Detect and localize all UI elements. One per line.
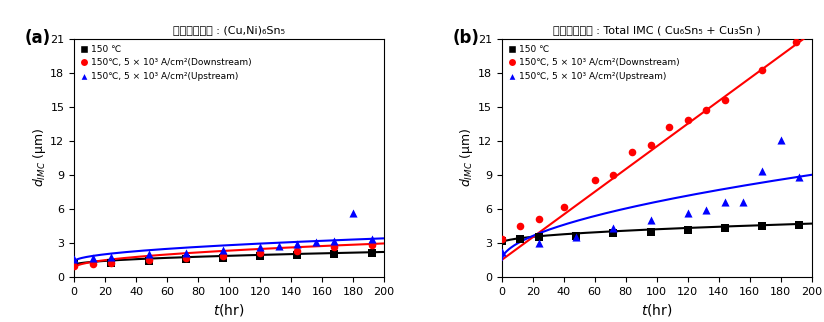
Point [291,248,304,253]
Point [217,248,230,253]
Point [87,262,100,267]
Point [719,225,732,231]
Point [291,242,304,247]
Point [272,243,285,248]
Point [328,251,341,256]
Point [532,240,545,245]
Point [681,211,695,216]
Point [179,256,192,261]
Point [514,223,527,228]
Point [681,227,695,232]
Point [365,237,378,242]
Legend: 150 ℃, 150℃, 5 × 10³ A/cm²(Downstream), 150℃, 5 × 10³ A/cm²(Upstream): 150 ℃, 150℃, 5 × 10³ A/cm²(Downstream), … [506,43,681,83]
Point [756,224,769,229]
Y-axis label: $d_{IMC}$ (μm): $d_{IMC}$ (μm) [30,128,48,187]
Point [309,240,322,245]
Point [105,260,118,265]
Point [179,257,192,262]
Point [681,118,695,123]
Point [569,233,583,238]
Point [719,97,732,102]
Title: 금속간화합물 : (Cu,Ni)₆Sn₅: 금속간화합물 : (Cu,Ni)₆Sn₅ [173,25,285,35]
Point [68,257,81,262]
Point [588,178,602,183]
Point [557,204,570,209]
Point [87,256,100,261]
Point [346,211,359,216]
Point [105,260,118,265]
Point [644,229,657,234]
Point [254,251,267,256]
Point [789,40,803,45]
Point [217,256,230,261]
Text: (a): (a) [25,29,51,47]
Point [365,242,378,247]
Point [606,225,620,231]
Point [291,252,304,257]
Title: 금속간화합물 : Total IMC ( Cu₆Sn₅ + Cu₃Sn ): 금속간화합물 : Total IMC ( Cu₆Sn₅ + Cu₃Sn ) [553,25,761,35]
Point [793,222,806,227]
Point [532,216,545,222]
Point [495,237,508,242]
Point [700,108,713,113]
Point [756,68,769,73]
Point [662,125,676,130]
Point [217,253,230,259]
Point [105,254,118,260]
Point [644,143,657,148]
Point [142,252,155,257]
Point [756,169,769,174]
Point [254,254,267,259]
Point [495,249,508,254]
Point [606,231,620,236]
Point [719,199,732,204]
Legend: 150 ℃, 150℃, 5 × 10³ A/cm²(Downstream), 150℃, 5 × 10³ A/cm²(Upstream): 150 ℃, 150℃, 5 × 10³ A/cm²(Downstream), … [78,43,254,83]
Text: (b): (b) [452,29,479,47]
Point [644,218,657,223]
Point [737,199,750,204]
Y-axis label: $d_{IMC}$ (μm): $d_{IMC}$ (μm) [458,128,475,187]
Point [328,239,341,244]
Point [365,250,378,255]
Point [569,235,583,240]
X-axis label: $t$(hr): $t$(hr) [213,302,245,318]
Point [179,250,192,255]
Point [142,259,155,264]
Point [774,137,787,142]
Point [254,244,267,250]
Point [68,263,81,268]
Point [532,235,545,240]
X-axis label: $t$(hr): $t$(hr) [641,302,672,318]
Point [328,244,341,250]
Point [700,207,713,213]
Point [793,175,806,180]
Point [606,172,620,177]
Point [625,149,639,155]
Point [142,258,155,263]
Point [68,261,81,266]
Point [495,238,508,243]
Point [514,236,527,242]
